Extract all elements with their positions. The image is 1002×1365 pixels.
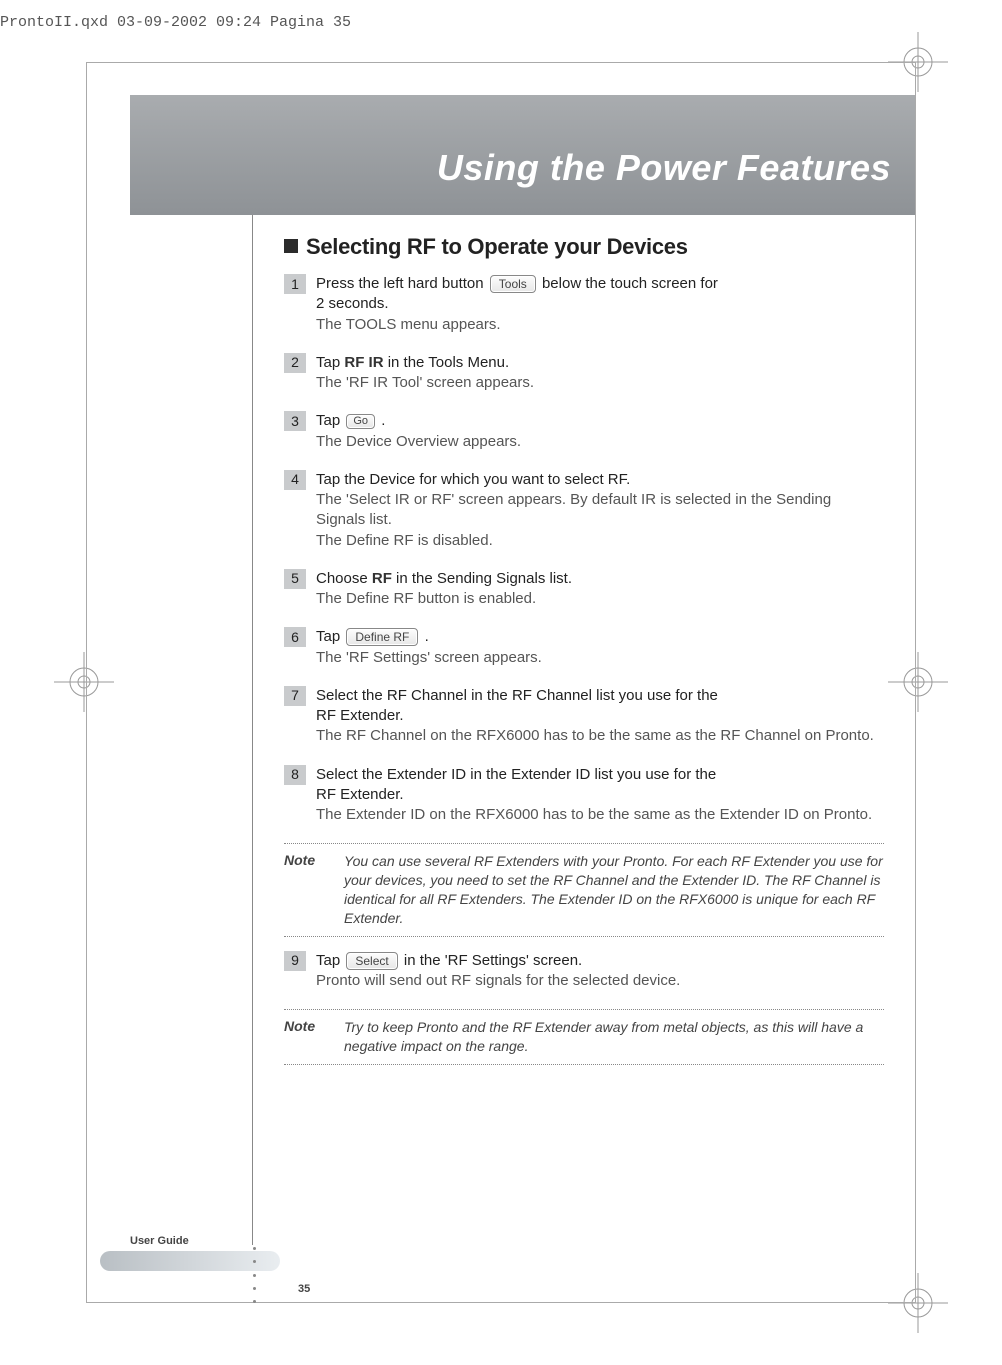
page-banner: Using the Power Features: [130, 95, 915, 215]
select-button-icon: Select: [346, 952, 397, 970]
step-lead: Select the RF Channel in the RF Channel …: [316, 687, 718, 704]
step-1: 1 Press the left hard button Tools below…: [284, 274, 884, 335]
step-follow: The Define RF button is enabled.: [316, 590, 536, 607]
page-number: 35: [298, 1283, 310, 1295]
step-follow: The Define RF is disabled.: [316, 532, 493, 549]
step-number: 5: [284, 569, 306, 589]
note-label: Note: [284, 852, 344, 928]
step-8: 8 Select the Extender ID in the Extender…: [284, 765, 884, 826]
step-lead: Choose: [316, 570, 372, 587]
step-follow: The TOOLS menu appears.: [316, 316, 501, 333]
registration-mark-icon: [888, 652, 948, 712]
tools-button-icon: Tools: [490, 275, 536, 293]
step-lead: in the Tools Menu.: [384, 354, 510, 371]
step-4: 4 Tap the Device for which you want to s…: [284, 470, 884, 551]
step-lead: in the Sending Signals list.: [392, 570, 572, 587]
registration-mark-icon: [54, 652, 114, 712]
step-follow: Pronto will send out RF signals for the …: [316, 972, 680, 989]
section-heading: Selecting RF to Operate your Devices: [284, 234, 884, 260]
step-follow: The 'RF IR Tool' screen appears.: [316, 374, 534, 391]
step-lead: RF Extender.: [316, 707, 404, 724]
square-bullet-icon: [284, 239, 298, 253]
content-area: Selecting RF to Operate your Devices 1 P…: [284, 234, 884, 1079]
step-5: 5 Choose RF in the Sending Signals list.…: [284, 569, 884, 610]
note-block: Note You can use several RF Extenders wi…: [284, 843, 884, 937]
step-3: 3 Tap Go . The Device Overview appears.: [284, 411, 884, 452]
step-bold: RF: [372, 570, 392, 587]
step-9: 9 Tap Select in the 'RF Settings' screen…: [284, 951, 884, 992]
footer-dots-icon: [252, 1247, 256, 1303]
step-number: 9: [284, 951, 306, 971]
step-follow: The 'Select IR or RF' screen appears. By…: [316, 491, 831, 528]
crop-rule: [915, 62, 916, 1303]
step-number: 7: [284, 686, 306, 706]
step-number: 1: [284, 274, 306, 294]
crop-rule: [86, 62, 916, 63]
registration-mark-icon: [888, 1273, 948, 1333]
footer-guide-label: User Guide: [130, 1235, 189, 1247]
step-number: 8: [284, 765, 306, 785]
step-lead: Press the left hard button: [316, 275, 488, 292]
file-header: ProntoII.qxd 03-09-2002 09:24 Pagina 35: [0, 14, 351, 31]
crop-rule: [86, 1302, 916, 1303]
step-number: 2: [284, 353, 306, 373]
step-follow: The Device Overview appears.: [316, 433, 521, 450]
step-lead: Tap the Device for which you want to sel…: [316, 471, 630, 488]
note-block: Note Try to keep Pronto and the RF Exten…: [284, 1009, 884, 1065]
crop-rule: [86, 62, 87, 1303]
go-button-icon: Go: [346, 414, 375, 429]
step-lead: Tap: [316, 354, 344, 371]
vertical-rule: [252, 215, 253, 1245]
banner-title: Using the Power Features: [437, 147, 891, 189]
step-lead: .: [425, 628, 429, 645]
note-text: You can use several RF Extenders with yo…: [344, 852, 884, 928]
step-lead: Tap: [316, 628, 344, 645]
step-lead: RF Extender.: [316, 786, 404, 803]
step-lead: .: [381, 412, 385, 429]
section-title-text: Selecting RF to Operate your Devices: [306, 234, 688, 259]
step-number: 4: [284, 470, 306, 490]
step-2: 2 Tap RF IR in the Tools Menu. The 'RF I…: [284, 353, 884, 394]
step-lead: Tap: [316, 952, 344, 969]
step-lead: below the touch screen for: [542, 275, 718, 292]
step-lead: 2 seconds.: [316, 295, 389, 312]
step-lead: Tap: [316, 412, 344, 429]
step-follow: The 'RF Settings' screen appears.: [316, 649, 542, 666]
step-follow: The RF Channel on the RFX6000 has to be …: [316, 727, 874, 744]
step-lead: in the 'RF Settings' screen.: [404, 952, 582, 969]
note-text: Try to keep Pronto and the RF Extender a…: [344, 1018, 884, 1056]
step-number: 6: [284, 627, 306, 647]
step-lead: Select the Extender ID in the Extender I…: [316, 766, 716, 783]
step-bold: RF IR: [344, 354, 383, 371]
define-rf-button-icon: Define RF: [346, 628, 418, 646]
step-follow: The Extender ID on the RFX6000 has to be…: [316, 806, 872, 823]
step-7: 7 Select the RF Channel in the RF Channe…: [284, 686, 884, 747]
step-6: 6 Tap Define RF . The 'RF Settings' scre…: [284, 627, 884, 668]
note-label: Note: [284, 1018, 344, 1056]
step-number: 3: [284, 411, 306, 431]
